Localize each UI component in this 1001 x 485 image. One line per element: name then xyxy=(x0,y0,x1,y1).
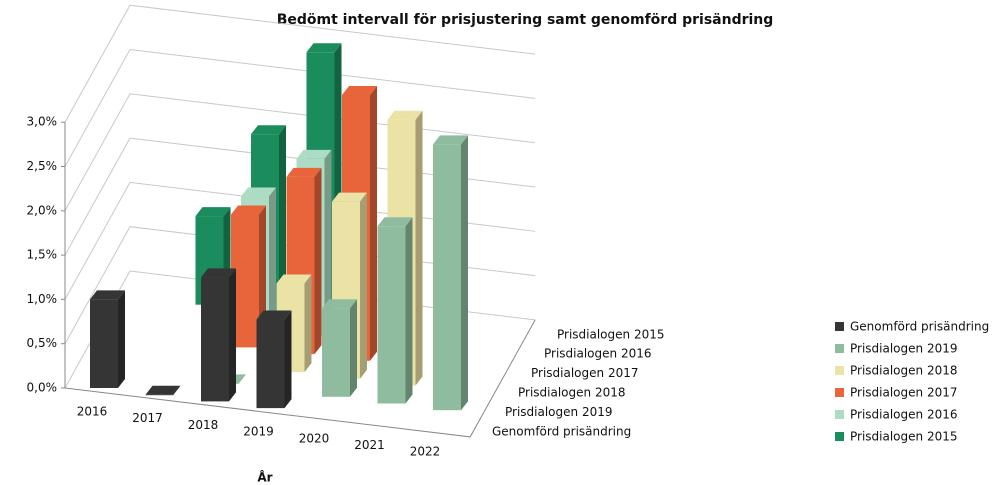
y-tick-label: 0,5% xyxy=(27,336,58,350)
depth-label: Prisdialogen 2015 xyxy=(557,327,664,341)
bar xyxy=(256,310,292,409)
depth-label: Prisdialogen 2018 xyxy=(518,386,625,400)
legend-label: Genomförd prisändring xyxy=(850,320,989,334)
y-tick-label: 2,0% xyxy=(27,203,58,217)
bar-front xyxy=(377,226,406,404)
bar-side xyxy=(269,187,276,330)
floor-edge xyxy=(64,319,536,438)
y-tick-label: 1,5% xyxy=(27,248,58,262)
x-axis-title: År xyxy=(257,470,272,485)
legend-swatch xyxy=(835,344,844,353)
x-tick-label: 2019 xyxy=(243,425,274,439)
bar-side xyxy=(284,310,292,409)
legend-label: Prisdialogen 2017 xyxy=(850,386,957,400)
legend-label: Prisdialogen 2016 xyxy=(850,408,957,422)
bar-top xyxy=(276,274,312,284)
bar-top xyxy=(332,192,367,202)
bar xyxy=(377,217,413,404)
legend-swatch xyxy=(835,322,844,331)
bar-top xyxy=(251,125,286,135)
bar-top xyxy=(306,43,342,53)
legend-swatch xyxy=(835,388,844,397)
bar-side xyxy=(279,125,286,312)
x-tick-label: 2018 xyxy=(188,418,219,432)
bar-side xyxy=(324,149,332,337)
bar-top xyxy=(286,167,322,177)
bar-side xyxy=(461,135,468,411)
depth-label: Prisdialogen 2019 xyxy=(505,405,612,419)
bar xyxy=(145,385,181,396)
y-tick-label: 1,0% xyxy=(27,292,58,306)
bar-side xyxy=(229,268,236,402)
legend-label: Prisdialogen 2018 xyxy=(850,364,957,378)
bar-top xyxy=(377,217,413,227)
bar-front xyxy=(90,299,118,388)
legend-swatch xyxy=(835,410,844,419)
bar-side xyxy=(118,290,125,388)
bar xyxy=(433,135,468,411)
x-tick-label: 2022 xyxy=(410,445,441,459)
legend-label: Prisdialogen 2019 xyxy=(850,342,957,356)
chart-title: Bedömt intervall för prisjustering samt … xyxy=(277,12,774,28)
y-tick-label: 0,0% xyxy=(27,381,58,395)
bar-side xyxy=(350,299,357,397)
y-tick-label: 3,0% xyxy=(27,115,58,129)
bar-side xyxy=(360,192,367,379)
bar-top xyxy=(231,205,266,215)
bar-front xyxy=(322,308,350,397)
bar-top xyxy=(241,187,276,197)
depth-label: Prisdialogen 2016 xyxy=(544,347,651,361)
legend-swatch xyxy=(835,366,844,375)
x-tick-label: 2017 xyxy=(132,411,163,425)
bar-top xyxy=(201,268,236,278)
x-tick-label: 2021 xyxy=(354,438,385,452)
bar xyxy=(90,290,125,388)
bar-side xyxy=(405,217,413,404)
bar-front xyxy=(256,319,285,409)
bar-top xyxy=(256,310,292,320)
bar-top xyxy=(322,299,357,309)
bar-side xyxy=(314,167,322,355)
bar-side xyxy=(370,86,377,361)
bar-top xyxy=(433,135,468,145)
bar-front xyxy=(145,394,174,396)
bar-top xyxy=(195,207,231,217)
legend-label: Prisdialogen 2015 xyxy=(850,430,957,444)
bar-side xyxy=(304,274,312,373)
grid-line xyxy=(64,48,536,167)
bar-top xyxy=(387,110,423,120)
bar-top xyxy=(90,290,125,300)
x-tick-label: 2016 xyxy=(77,405,108,419)
bar-top xyxy=(342,86,377,95)
legend-swatch xyxy=(835,432,844,441)
depth-label: Genomförd prisändring xyxy=(492,425,631,439)
x-tick-label: 2020 xyxy=(299,431,330,445)
bar xyxy=(322,299,357,397)
grid-line xyxy=(64,4,536,123)
bar-front xyxy=(201,277,229,402)
depth-label: Prisdialogen 2017 xyxy=(531,366,638,380)
bar-top xyxy=(296,149,332,159)
bar-front xyxy=(433,144,461,411)
bar-side xyxy=(415,110,423,386)
bar-top xyxy=(145,385,181,395)
bar xyxy=(201,268,236,402)
y-tick-label: 2,5% xyxy=(27,159,58,173)
